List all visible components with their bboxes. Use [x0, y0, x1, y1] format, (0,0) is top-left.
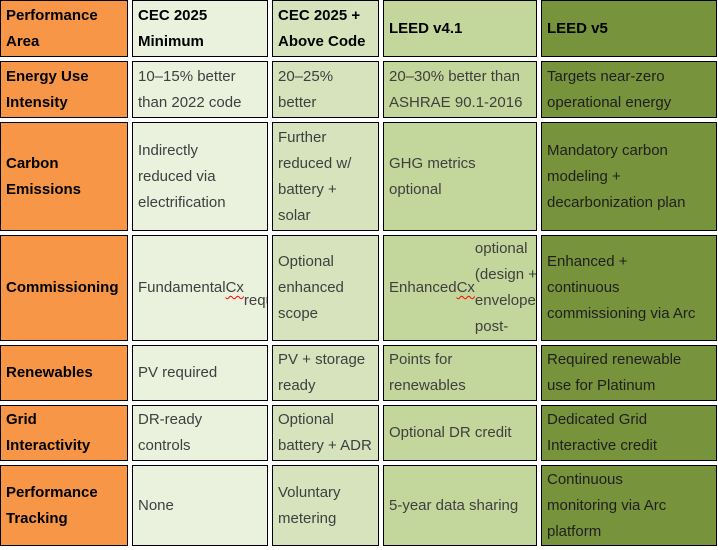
- spellcheck-squiggle: Cx: [225, 279, 244, 296]
- cell-tracking-leed-v41: 5-year data sharing: [383, 465, 537, 546]
- cell-energy-leed-v5: Targets near-zero operational energy: [541, 61, 717, 118]
- spellcheck-squiggle: Cx: [456, 279, 475, 296]
- cell-carbon-leed-v5: Mandatory carbon modeling + decarbonizat…: [541, 122, 717, 231]
- cell-grid-cec-above-code: Optional battery + ADR: [272, 405, 379, 461]
- header-leed-v5: LEED v5: [541, 0, 717, 57]
- cell-energy-cec-above-code: 20–25% better: [272, 61, 379, 118]
- row-label-carbon-emissions: Carbon Emissions: [0, 122, 128, 231]
- cell-tracking-cec-minimum: None: [132, 465, 268, 546]
- cell-renewables-cec-above-code: PV + storage ready: [272, 345, 379, 401]
- cell-carbon-leed-v41: GHG metrics optional: [383, 122, 537, 231]
- cell-grid-leed-v41: Optional DR credit: [383, 405, 537, 461]
- row-label-energy-use-intensity: Energy Use Intensity: [0, 61, 128, 118]
- cell-commissioning-cec-above-code: Optional enhanced scope: [272, 235, 379, 341]
- cell-renewables-cec-minimum: PV required: [132, 345, 268, 401]
- cell-commissioning-leed-v5: Enhanced + continuous commissioning via …: [541, 235, 717, 341]
- row-label-grid-interactivity: Grid Interactivity: [0, 405, 128, 461]
- cell-grid-leed-v5: Dedicated Grid Interactive credit: [541, 405, 717, 461]
- header-performance-area: Performance Area: [0, 0, 128, 57]
- cell-commissioning-cec-minimum: Fundamental Cx required: [132, 235, 268, 341]
- header-leed-v41: LEED v4.1: [383, 0, 537, 57]
- cell-energy-leed-v41: 20–30% better than ASHRAE 90.1-2016: [383, 61, 537, 118]
- row-label-renewables: Renewables: [0, 345, 128, 401]
- cell-renewables-leed-v5: Required renewable use for Platinum: [541, 345, 717, 401]
- cell-commissioning-leed-v41: Enhanced Cx optional (design + envelope …: [383, 235, 537, 341]
- row-label-commissioning: Commissioning: [0, 235, 128, 341]
- cell-tracking-leed-v5: Continuous monitoring via Arc platform: [541, 465, 717, 546]
- header-cec-2025-minimum: CEC 2025 Minimum: [132, 0, 268, 57]
- row-label-performance-tracking: Performance Tracking: [0, 465, 128, 546]
- cell-carbon-cec-minimum: Indirectly reduced via electrification: [132, 122, 268, 231]
- header-cec-2025-above-code: CEC 2025 + Above Code: [272, 0, 379, 57]
- cell-carbon-cec-above-code: Further reduced w/ battery + solar: [272, 122, 379, 231]
- cell-tracking-cec-above-code: Voluntary metering: [272, 465, 379, 546]
- cell-energy-cec-minimum: 10–15% better than 2022 code: [132, 61, 268, 118]
- cell-renewables-leed-v41: Points for renewables: [383, 345, 537, 401]
- cell-grid-cec-minimum: DR-ready controls: [132, 405, 268, 461]
